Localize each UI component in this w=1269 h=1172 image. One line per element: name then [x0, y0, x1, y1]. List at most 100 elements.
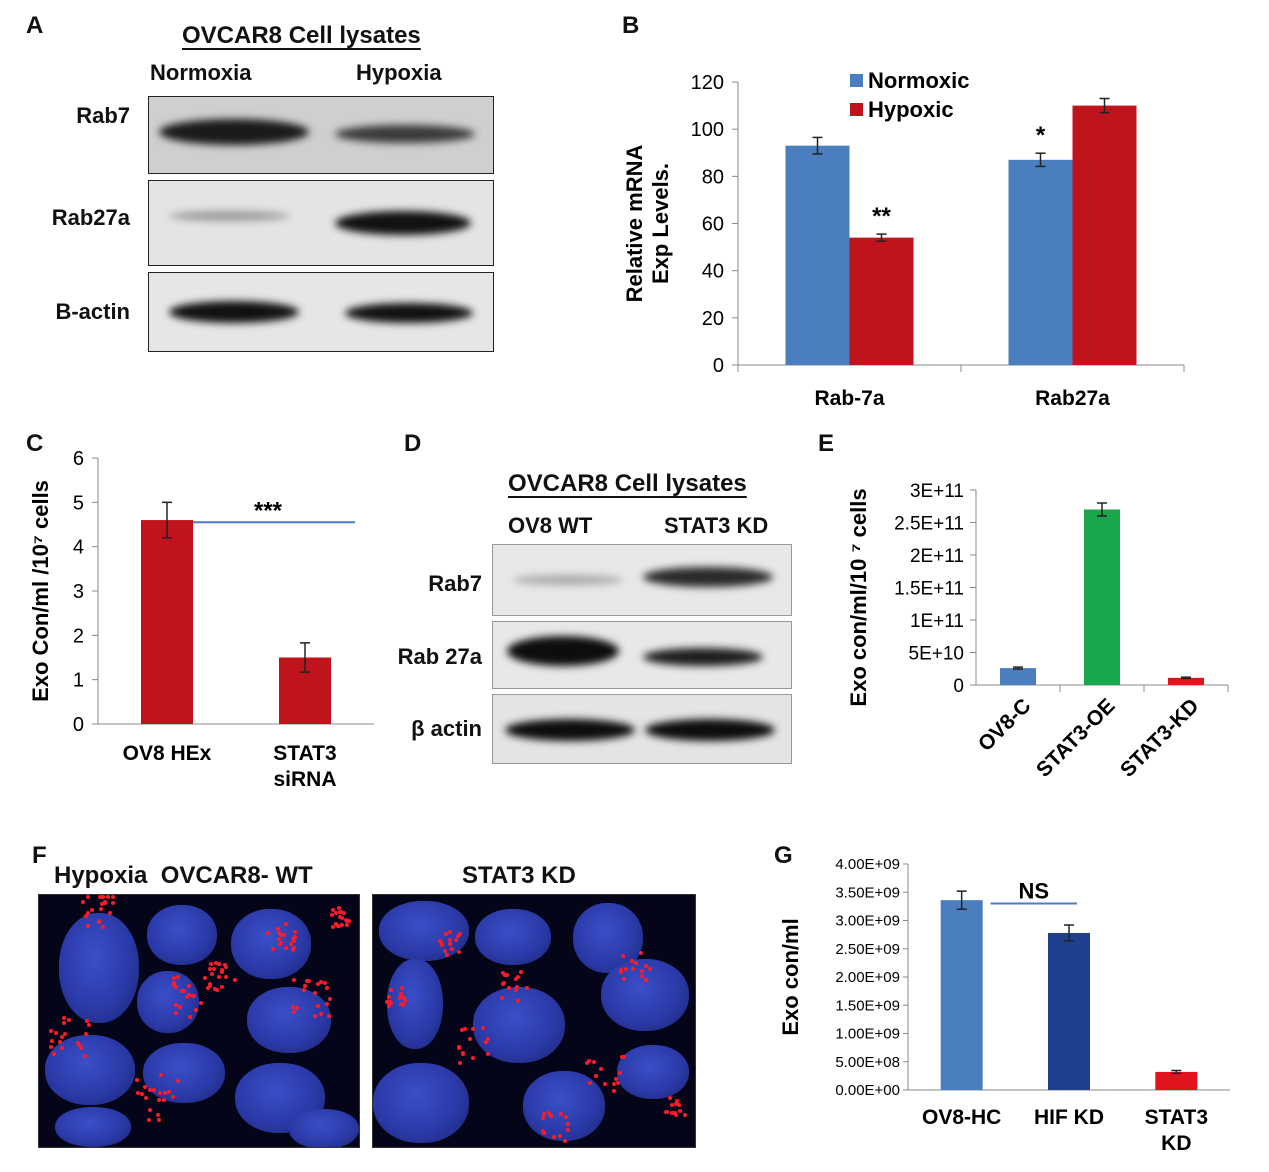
x-tick-label: Rab27a [1035, 387, 1110, 410]
punctum [325, 1002, 330, 1007]
punctum [62, 1031, 67, 1036]
nucleus [147, 905, 217, 965]
bar [1155, 1071, 1198, 1090]
x-tick-label: STAT3-OE [1032, 694, 1119, 781]
punctum [110, 895, 115, 899]
punctum [147, 1117, 152, 1122]
punctum [87, 1022, 92, 1027]
panel-a-row-rab27a: Rab27a [51, 205, 130, 230]
panel-label-b: B [622, 12, 640, 39]
punctum [327, 997, 332, 1002]
punctum [443, 948, 448, 953]
punctum [547, 1111, 552, 1116]
punctum [565, 1128, 570, 1133]
x-tick-label: siRNA [273, 768, 336, 791]
punctum [455, 934, 460, 939]
punctum [674, 1101, 679, 1106]
bar-hypoxic-rab-7a [849, 237, 914, 365]
punctum [386, 1003, 391, 1008]
punctum [585, 1061, 590, 1066]
punctum [79, 1046, 84, 1051]
punctum [384, 999, 389, 1004]
punctum [179, 989, 184, 994]
punctum [329, 912, 334, 917]
punctum [213, 960, 218, 965]
punctum [166, 1089, 171, 1094]
punctum [514, 987, 519, 992]
punctum [682, 1112, 687, 1117]
y-tick-label: 80 [702, 166, 724, 188]
y-tick-label: 60 [702, 214, 724, 236]
punctum [552, 1134, 557, 1139]
y-tick-label: 1.5E+11 [894, 579, 964, 600]
punctum [194, 1008, 199, 1013]
punctum [86, 911, 91, 916]
punctum [677, 1102, 682, 1107]
punctum [664, 1110, 669, 1115]
punctum [401, 1002, 406, 1007]
punctum [644, 964, 649, 969]
bar [1000, 668, 1036, 685]
punctum [515, 985, 520, 990]
punctum [333, 910, 338, 915]
punctum [85, 924, 90, 929]
punctum [618, 1070, 623, 1075]
punctum [481, 1025, 486, 1030]
punctum [111, 901, 116, 906]
punctum [440, 942, 445, 947]
punctum [220, 968, 225, 973]
legend-swatch [850, 103, 863, 116]
y-tick-label: 2E+11 [910, 546, 964, 567]
punctum [619, 1055, 624, 1060]
punctum [81, 899, 86, 904]
nucleus [523, 1071, 605, 1141]
punctum [505, 972, 510, 977]
punctum [438, 940, 443, 945]
panel-d-blot-rab7 [492, 544, 792, 616]
punctum [83, 1053, 88, 1058]
punctum [402, 998, 407, 1003]
panel-label-f: F [32, 842, 47, 869]
punctum [507, 985, 512, 990]
punctum [292, 929, 297, 934]
punctum [444, 931, 449, 936]
punctum [603, 1082, 608, 1087]
punctum [302, 984, 307, 989]
panel-label-e: E [818, 430, 835, 457]
punctum [292, 977, 297, 982]
punctum [312, 1013, 317, 1018]
punctum [302, 988, 307, 993]
punctum [161, 1098, 166, 1103]
x-tick-label: STAT3 [1145, 1106, 1208, 1129]
punctum [292, 1010, 297, 1015]
x-tick-label: OV8-HC [922, 1106, 1001, 1129]
y-tick-label: 0.00E+00 [835, 1082, 900, 1099]
bar-hypoxic-rab27a [1072, 105, 1137, 366]
punctum [612, 1089, 617, 1094]
band [159, 119, 309, 145]
y-axis-label: Exo con/ml/10 ⁷ cells [846, 488, 871, 706]
punctum [456, 950, 461, 955]
punctum [60, 1034, 65, 1039]
punctum [516, 999, 521, 1004]
y-tick-label: 2 [73, 625, 84, 647]
panel-a-row-bactin: B-actin [55, 299, 130, 324]
punctum [454, 938, 459, 943]
punctum [151, 1087, 156, 1092]
punctum [156, 1097, 161, 1102]
punctum [276, 926, 281, 931]
x-tick-label: OV8-C [974, 694, 1036, 756]
panel-f-label-kd: STAT3 KD [462, 862, 576, 889]
panel-d-title: OVCAR8 Cell lysates [508, 470, 747, 497]
punctum [460, 1050, 465, 1055]
punctum [640, 969, 645, 974]
y-axis-label-line: Relative mRNA [622, 145, 647, 303]
punctum [397, 995, 402, 1000]
legend-label: Hypoxic [868, 97, 954, 122]
punctum [84, 914, 89, 919]
punctum [60, 1046, 65, 1051]
punctum [336, 905, 341, 910]
punctum [206, 986, 211, 991]
punctum [629, 958, 634, 963]
punctum [633, 961, 638, 966]
